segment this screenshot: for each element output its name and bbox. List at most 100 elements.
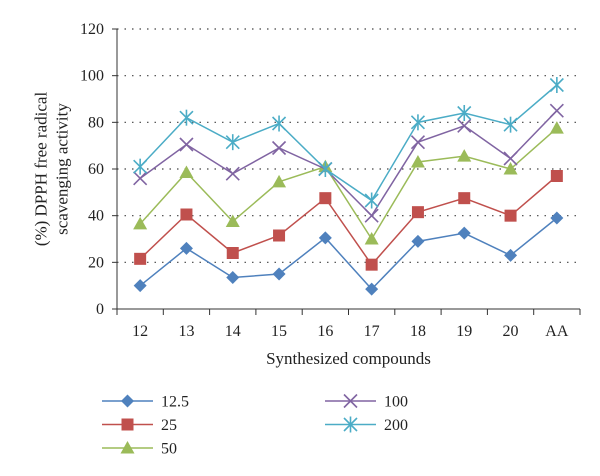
data-point <box>272 267 286 281</box>
data-point <box>458 192 471 205</box>
y-axis-title-line: (%) DPPH free radical <box>31 92 50 247</box>
legend-item-50: 50 <box>102 441 177 458</box>
data-point <box>179 165 194 178</box>
marker-stroke <box>133 171 148 186</box>
y-axis-title: (%) DPPH free radical scavenging activity <box>31 92 71 247</box>
legend-item-100: 100 <box>325 394 408 411</box>
y-tick-label: 100 <box>80 68 104 85</box>
data-point <box>364 192 379 209</box>
data-point <box>457 118 472 133</box>
axes: 0 20 40 60 80 100 120 12 13 14 15 16 17 18 19 20 AA Synth… <box>31 21 581 368</box>
legend: 12.5 25 50 100 200 <box>102 394 408 458</box>
data-point <box>225 214 240 227</box>
data-point <box>503 151 518 166</box>
legend-label: 200 <box>384 417 408 434</box>
legend-marker <box>121 418 134 431</box>
data-point <box>365 258 378 271</box>
legend-label: 50 <box>161 441 177 458</box>
data-point <box>271 140 287 156</box>
marker-stroke <box>457 118 472 133</box>
marker-stroke <box>225 166 240 181</box>
marker-stroke <box>503 151 518 166</box>
legend-marker <box>121 394 134 408</box>
data-point <box>133 158 148 175</box>
x-tick-label: 14 <box>225 323 241 340</box>
legend-item-12.5: 12.5 <box>102 394 189 411</box>
x-tick-label: 16 <box>317 323 333 340</box>
series-line <box>139 84 558 202</box>
data-point <box>273 229 286 242</box>
marker-stroke <box>410 135 426 150</box>
x-tick-label: 15 <box>271 323 287 340</box>
data-point <box>410 135 426 150</box>
data-point <box>271 115 287 132</box>
x-tick-label: 13 <box>178 323 194 340</box>
data-point <box>225 134 240 151</box>
data-point <box>179 109 194 126</box>
x-tick-label: 20 <box>503 323 519 340</box>
y-tick-label: 20 <box>88 254 104 271</box>
legend-item-200: 200 <box>325 416 408 434</box>
series-line <box>139 175 558 266</box>
legend-label: 100 <box>384 394 408 411</box>
x-axis-title: Synthesized compounds <box>266 349 431 368</box>
marker-stroke <box>179 137 194 152</box>
data-point <box>550 170 563 182</box>
data-point <box>226 271 240 284</box>
x-tick-label: 19 <box>456 323 472 340</box>
y-tick-label: 60 <box>88 161 104 178</box>
legend-marker <box>343 393 358 409</box>
series-200 <box>133 77 564 209</box>
series-line <box>139 127 558 241</box>
data-point <box>318 231 332 245</box>
series-line <box>139 110 558 217</box>
data-point <box>549 121 564 134</box>
legend-marker <box>343 416 358 433</box>
data-point <box>133 216 148 230</box>
data-point <box>457 226 471 240</box>
data-point <box>503 162 518 175</box>
series-50 <box>133 121 564 245</box>
marker-stroke <box>271 140 287 156</box>
y-tick-label: 40 <box>88 208 104 225</box>
data-point <box>411 234 425 248</box>
data-point <box>457 149 472 162</box>
data-point <box>503 116 518 133</box>
data-point <box>134 252 147 265</box>
data-point <box>272 174 287 188</box>
data-point <box>550 211 564 225</box>
x-tick-label: 17 <box>364 323 380 340</box>
data-point <box>364 208 379 223</box>
x-tick-label: AA <box>545 323 569 340</box>
data-point <box>133 279 147 293</box>
data-point <box>133 171 148 186</box>
legend-label: 12.5 <box>161 394 189 411</box>
x-tick-label: 18 <box>410 323 426 340</box>
data-point <box>504 248 518 262</box>
data-point <box>549 77 564 93</box>
data-point <box>504 209 517 222</box>
data-point <box>319 192 332 205</box>
legend-item-25: 25 <box>102 417 177 434</box>
data-point <box>180 208 193 221</box>
data-point <box>457 105 472 121</box>
series-layer <box>133 77 564 296</box>
marker-stroke <box>343 393 358 409</box>
series-12.5 <box>133 211 564 296</box>
data-point <box>318 161 333 177</box>
y-tick-label: 80 <box>88 114 104 131</box>
x-tick-label: 12 <box>132 323 148 340</box>
data-point <box>179 241 193 255</box>
data-point <box>179 137 194 152</box>
marker-stroke <box>549 103 564 118</box>
y-axis-title-line: scavenging activity <box>53 103 72 235</box>
y-tick-label: 120 <box>80 21 104 38</box>
y-tick-label: 0 <box>96 301 104 318</box>
marker-stroke <box>364 208 379 223</box>
series-line <box>139 217 558 291</box>
data-point <box>410 114 426 131</box>
data-point <box>226 247 239 259</box>
data-point <box>410 155 425 168</box>
